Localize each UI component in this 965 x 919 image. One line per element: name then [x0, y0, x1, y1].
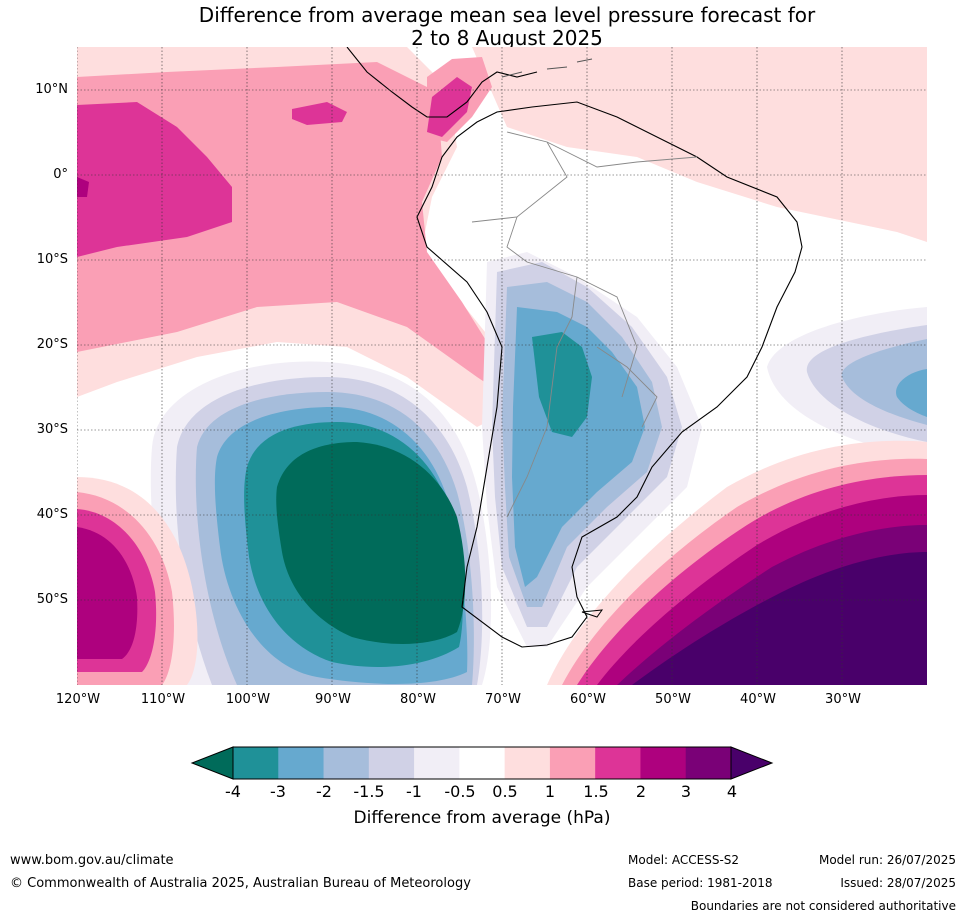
central-america-positive-1.5 — [427, 77, 472, 137]
lat-label: 40°S — [36, 507, 68, 522]
colorbar-segment — [640, 747, 687, 779]
colorbar-tick: -0.5 — [444, 782, 476, 801]
colorbar-tick: 0.5 — [492, 782, 518, 801]
south-america-coastline — [416, 101, 803, 648]
colorbar-segment — [278, 747, 325, 779]
disclaimer: Boundaries are not considered authoritat… — [690, 899, 956, 913]
colorbar-segment — [233, 747, 279, 779]
caribbean-positive-0.5 — [472, 47, 927, 242]
colorbar-segment — [414, 747, 460, 779]
colorbar-tick: 1 — [544, 782, 556, 801]
colorbar-low-extend — [190, 746, 234, 780]
colorbar-high-extend — [730, 746, 774, 780]
lon-label: 50°W — [655, 692, 691, 707]
colorbar-segment — [459, 747, 506, 779]
country-borders — [471, 131, 698, 518]
atlantic-negative-2 — [896, 369, 927, 417]
south-america-negative-3 — [532, 332, 592, 437]
colorbar-tick: 1.5 — [583, 782, 609, 801]
colorbar-frame — [232, 746, 732, 780]
pacific-negative-4 — [276, 442, 466, 644]
colorbar — [190, 746, 774, 780]
colorbar-title: Difference from average (hPa) — [353, 808, 611, 828]
lon-label: 90°W — [315, 692, 351, 707]
lat-label: 30°S — [36, 422, 68, 437]
colorbar-tick: -2 — [316, 782, 332, 801]
colorbar-segment — [368, 747, 415, 779]
central-america-coastline — [346, 47, 538, 118]
lon-label: 70°W — [485, 692, 521, 707]
colorbar-segments — [233, 747, 732, 779]
lon-label: 60°W — [570, 692, 606, 707]
lat-label: 0° — [53, 167, 68, 182]
lat-label: 50°S — [36, 592, 68, 607]
lat-label: 10°N — [35, 82, 68, 97]
title-line-1: Difference from average mean sea level p… — [198, 3, 816, 27]
colorbar-tick: 2 — [635, 782, 647, 801]
pressure-anomaly-map — [77, 47, 927, 685]
issued-date: Issued: 28/07/2025 — [840, 876, 956, 890]
pacific-positive-1.5-north — [292, 102, 347, 125]
graticule — [77, 47, 927, 685]
colorbar-tick: -1 — [406, 782, 422, 801]
colorbar-tick: -1.5 — [353, 782, 385, 801]
lon-label: 80°W — [400, 692, 436, 707]
colorbar-segment — [685, 747, 732, 779]
colorbar-tick: 4 — [726, 782, 738, 801]
colorbar-tick: -3 — [270, 782, 286, 801]
map-title: Difference from average mean sea level p… — [77, 4, 937, 50]
copyright: © Commonwealth of Australia 2025, Austra… — [10, 876, 471, 891]
lat-label: 20°S — [36, 337, 68, 352]
colorbar-segment — [595, 747, 641, 779]
lon-label: 120°W — [55, 692, 101, 707]
model-run: Model run: 26/07/2025 — [818, 853, 956, 867]
colorbar-segment — [504, 747, 551, 779]
lat-label: 10°S — [36, 252, 68, 267]
sw-pacific-positive-2 — [77, 527, 138, 659]
lon-label: 110°W — [140, 692, 186, 707]
southern-ocean-positive-4 — [632, 552, 927, 685]
falkland-islands — [581, 609, 604, 618]
title-line-2: 2 to 8 August 2025 — [411, 26, 603, 50]
colorbar-tick: -4 — [225, 782, 241, 801]
website-link[interactable]: www.bom.gov.au/climate — [10, 853, 174, 868]
lon-label: 100°W — [225, 692, 271, 707]
model-name: Model: ACCESS-S2 — [628, 853, 740, 867]
lon-label: 40°W — [740, 692, 776, 707]
base-period: Base period: 1981-2018 — [628, 876, 773, 890]
pacific-positive-1.5-west — [77, 102, 232, 257]
caribbean-islands — [501, 58, 593, 78]
lon-label: 30°W — [825, 692, 861, 707]
colorbar-segment — [323, 747, 370, 779]
colorbar-segment — [549, 747, 596, 779]
pacific-positive-small — [77, 177, 89, 197]
colorbar-tick: 3 — [680, 782, 692, 801]
